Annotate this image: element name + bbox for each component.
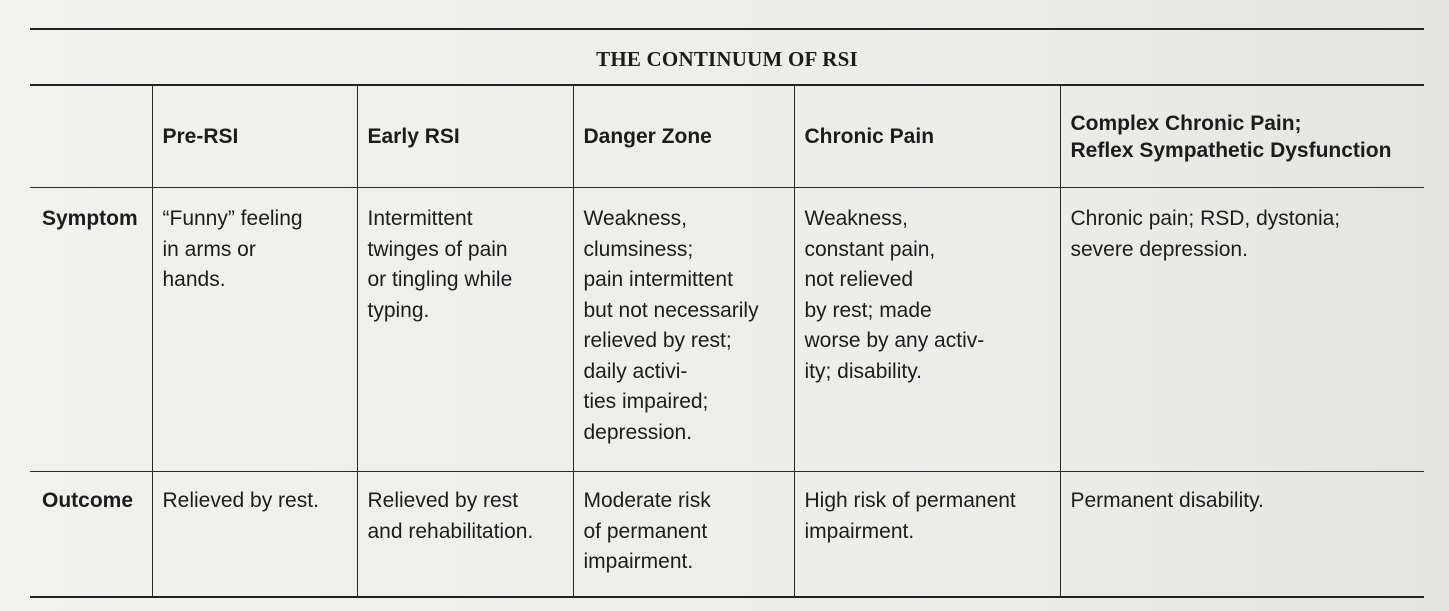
table-row-outcome: Outcome Relieved by rest. Relieved by re…: [30, 471, 1424, 598]
header-cell-empty: [30, 84, 152, 188]
table-cell: Relieved by rest.: [151, 471, 357, 598]
table-title: THE CONTINUUM OF RSI: [30, 28, 1424, 85]
rsi-continuum-table: Pre-RSI Early RSI Danger Zone Chronic Pa…: [30, 84, 1424, 598]
table-cell: Weakness, constant pain, not relieved by…: [793, 187, 1060, 472]
table-cell: Intermittent twinges of pain or tingling…: [356, 187, 573, 472]
row-label-outcome: Outcome: [30, 471, 152, 598]
header-cell-complex-chronic-pain: Complex Chronic Pain; Reflex Sympathetic…: [1059, 84, 1424, 188]
header-cell-danger-zone: Danger Zone: [572, 84, 794, 188]
table-cell: Relieved by rest and rehabilitation.: [356, 471, 573, 598]
header-cell-early-rsi: Early RSI: [356, 84, 573, 188]
row-label-symptom: Symptom: [30, 187, 152, 472]
header-cell-pre-rsi: Pre-RSI: [151, 84, 357, 188]
header-row: Pre-RSI Early RSI Danger Zone Chronic Pa…: [30, 84, 1424, 188]
table-cell: Permanent disability.: [1059, 471, 1424, 598]
table-cell: High risk of permanent impairment.: [793, 471, 1060, 598]
header-cell-chronic-pain: Chronic Pain: [793, 84, 1060, 188]
table-cell: “Funny” feeling in arms or hands.: [151, 187, 357, 472]
table-cell: Chronic pain; RSD, dystonia; severe depr…: [1059, 187, 1424, 472]
table-row-symptom: Symptom “Funny” feeling in arms or hands…: [30, 187, 1424, 472]
table-cell: Weakness, clumsiness; pain intermittent …: [572, 187, 794, 472]
table-cell: Moderate risk of permanent impairment.: [572, 471, 794, 598]
